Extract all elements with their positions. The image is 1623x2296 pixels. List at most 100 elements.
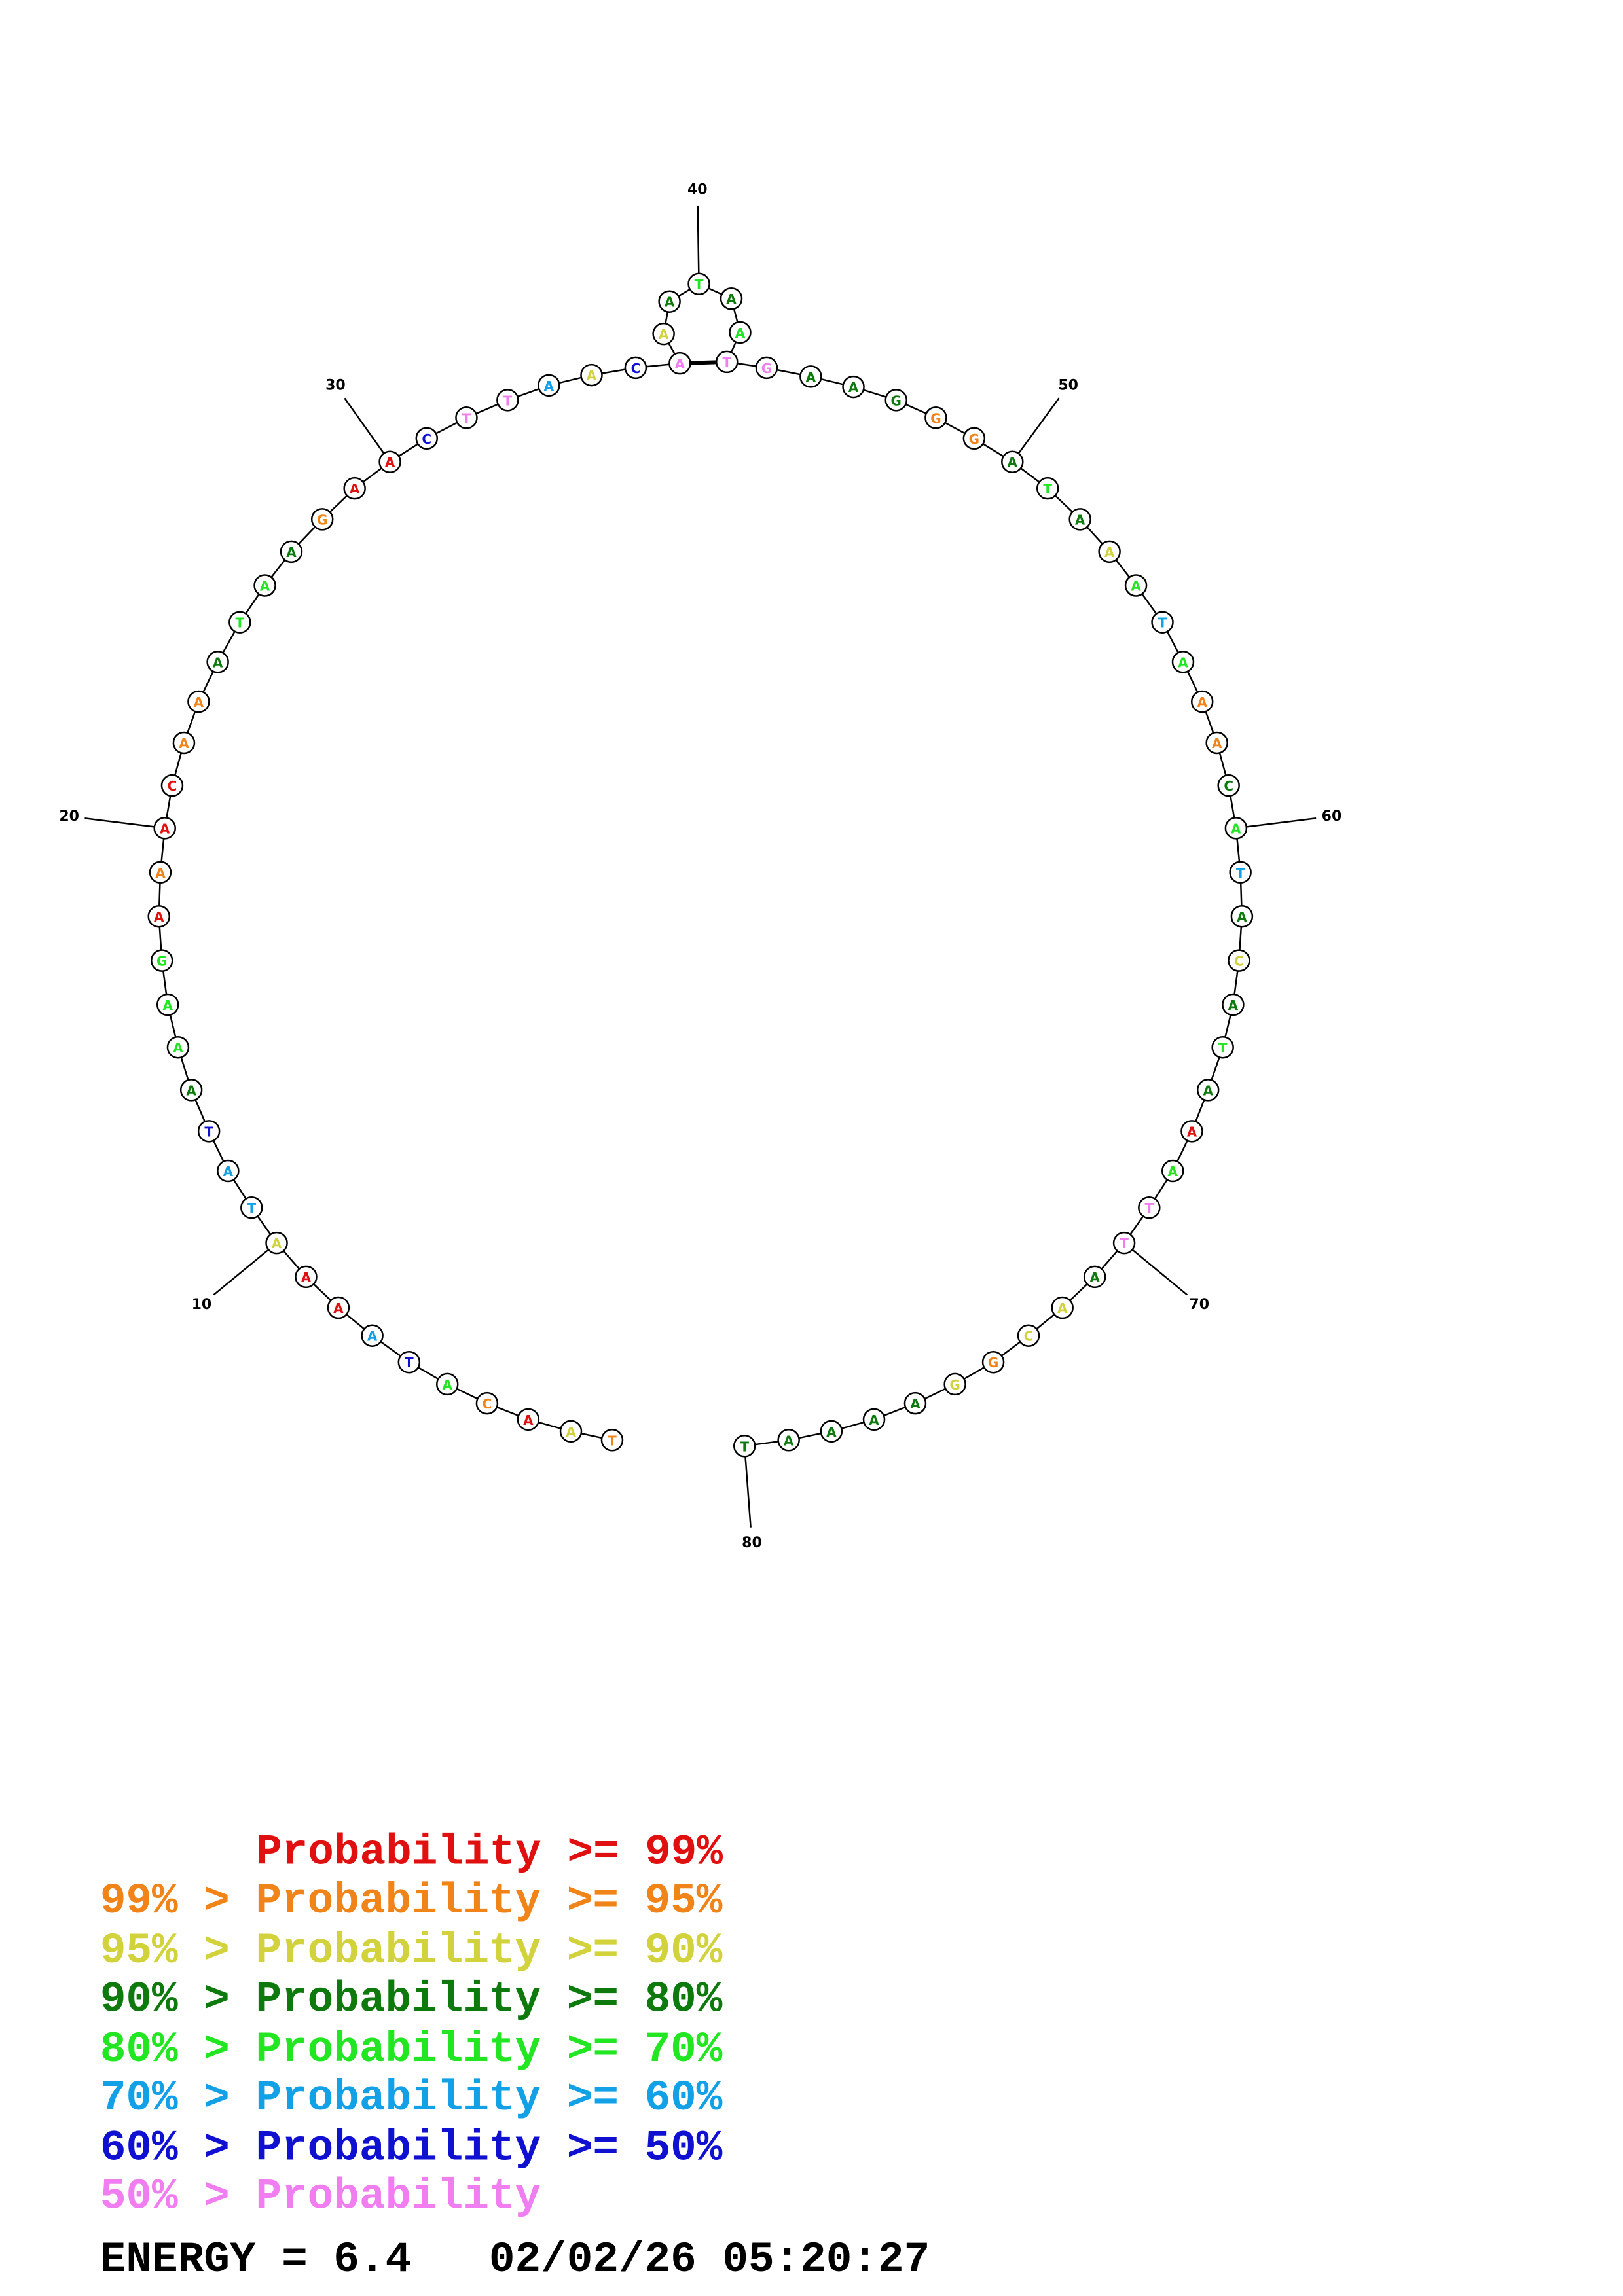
nucleotide-circle: [1124, 574, 1148, 597]
nucleotide-base: A: [826, 1424, 837, 1440]
nucleotide-base: T: [695, 277, 704, 293]
nucleotide-circle: [729, 321, 752, 344]
nucleotide-circle: [166, 1035, 190, 1059]
nucleotide-circle: [1151, 611, 1174, 634]
nucleotide-base: A: [848, 380, 859, 395]
legend-entry: 50% > Probability: [100, 2172, 541, 2221]
nucleotide-circle: [1161, 1159, 1184, 1183]
nucleotide-base: C: [168, 778, 177, 794]
nucleotide-base: A: [1197, 694, 1207, 710]
nucleotide-circle: [1051, 1296, 1074, 1319]
nucleotide-base: A: [869, 1412, 879, 1428]
nucleotide-base: A: [1057, 1300, 1068, 1316]
position-number: 60: [1322, 808, 1342, 825]
nucleotide-base: T: [1218, 1040, 1228, 1056]
position-number: 50: [1058, 377, 1078, 393]
nucleotide-circle: [253, 574, 276, 597]
nucleotide-base: T: [1120, 1236, 1129, 1251]
nucleotide-base: T: [722, 355, 731, 370]
nucleotide-base: A: [333, 1300, 344, 1316]
nucleotide-circle: [517, 1408, 540, 1431]
nucleotide-base: C: [483, 1396, 492, 1412]
nucleotide-circle: [280, 540, 303, 564]
nucleotide-circle: [295, 1265, 318, 1289]
nucleotide-base: T: [1043, 481, 1052, 497]
nucleotide-base: T: [740, 1439, 749, 1454]
nucleotide-circle: [153, 817, 176, 840]
nucleotide-base: T: [204, 1124, 213, 1139]
nucleotide-circle: [378, 450, 401, 473]
nucleotide-circle: [197, 1120, 221, 1143]
nucleotide-base: C: [1234, 954, 1244, 969]
nucleotide-base: A: [154, 909, 164, 925]
nucleotide-circle: [580, 363, 603, 387]
legend-entry: 80% > Probability >= 70%: [100, 2025, 723, 2074]
nucleotide-base: A: [186, 1083, 196, 1098]
legend-entry: 60% > Probability >= 50%: [100, 2123, 723, 2172]
nucleotide-circle: [1036, 476, 1059, 500]
nucleotide-base: A: [442, 1377, 452, 1393]
nucleotide-circle: [361, 1324, 384, 1347]
nucleotide-base: A: [523, 1412, 534, 1428]
nucleotide-base: C: [422, 431, 431, 447]
nucleotide-circle: [1001, 450, 1024, 473]
legend-entry: Probability >= 99%: [256, 1828, 723, 1877]
nucleotide-circle: [884, 389, 907, 412]
nucleotide-circle: [943, 1372, 966, 1396]
nucleotide-circle: [624, 356, 647, 380]
nucleotide-base: A: [301, 1270, 312, 1285]
nucleotide-circle: [1224, 817, 1248, 840]
nucleotide-base: A: [1075, 512, 1085, 528]
nucleotide-base: G: [317, 512, 327, 528]
nucleotide-circle: [924, 406, 947, 429]
nucleotide-circle: [228, 611, 251, 634]
nucleotide-base: A: [179, 736, 189, 751]
nucleotide-base: G: [891, 393, 902, 408]
nucleotide-circle: [343, 476, 366, 500]
nucleotide-circle: [716, 350, 739, 374]
nucleotide-circle: [600, 1429, 624, 1452]
legend-entry: 95% > Probability >= 90%: [100, 1926, 723, 1975]
nucleotide-circle: [1068, 508, 1091, 531]
nucleotide-base: C: [631, 361, 641, 376]
nucleotide-circle: [217, 1159, 240, 1183]
number-tick: [1012, 397, 1060, 463]
nucleotide-circle: [1098, 540, 1121, 564]
nucleotide-base: T: [405, 1355, 414, 1371]
nucleotide-base: A: [162, 997, 173, 1013]
number-tick: [84, 817, 165, 829]
nucleotide-circle: [455, 406, 478, 429]
nucleotide-base: A: [1228, 997, 1239, 1013]
nucleotide-circle: [179, 1079, 203, 1102]
nucleotide-base: A: [1203, 1083, 1213, 1098]
position-number: 10: [192, 1297, 212, 1313]
nucleotide-base: A: [223, 1164, 234, 1179]
nucleotide-circle: [327, 1296, 350, 1319]
nucleotide-base: A: [1237, 909, 1247, 925]
nucleotide-base: G: [761, 361, 772, 376]
nucleotide-base: A: [350, 481, 360, 497]
nucleotide-circle: [687, 272, 710, 296]
nucleotide-base: A: [1104, 545, 1115, 560]
nucleotide-base: A: [1131, 579, 1141, 594]
nucleotide-circle: [156, 993, 179, 1016]
nucleotide-base: A: [160, 821, 170, 836]
nucleotide-circle: [415, 427, 439, 450]
legend-entry: 99% > Probability >= 95%: [100, 1876, 723, 1926]
energy-footer: ENERGY = 6.4 02/02/26 05:20:27: [100, 2235, 930, 2284]
nucleotide-base: A: [367, 1329, 378, 1344]
nucleotide-circle: [1190, 690, 1214, 713]
position-number: 30: [325, 377, 346, 393]
nucleotide-circle: [755, 356, 778, 380]
nucleotide-circle: [206, 651, 229, 673]
nucleotide-circle: [475, 1391, 499, 1415]
nucleotide-base: A: [385, 455, 395, 471]
nucleotide-circle: [397, 1350, 421, 1374]
nucleotide-base: G: [969, 431, 979, 447]
legend-entry: 90% > Probability >= 80%: [100, 1975, 723, 2024]
nucleotide-circle: [150, 949, 173, 972]
number-tick: [213, 1242, 278, 1296]
nucleotide-circle: [1230, 905, 1254, 928]
nucleotide-base: A: [1187, 1124, 1197, 1139]
nucleotide-circle: [981, 1350, 1005, 1374]
